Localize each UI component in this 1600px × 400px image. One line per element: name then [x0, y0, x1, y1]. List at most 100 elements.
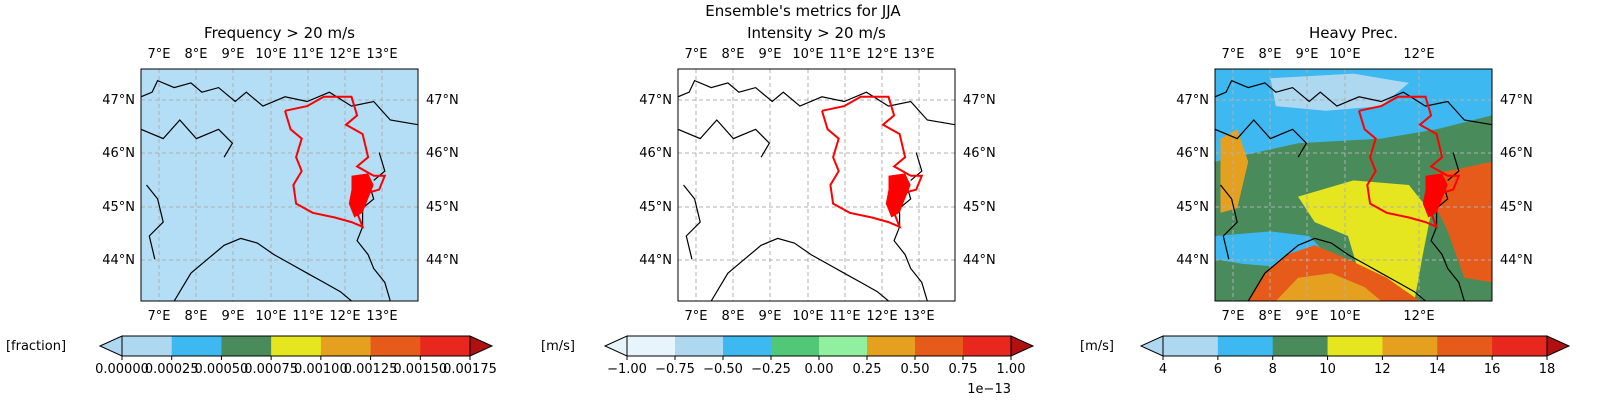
lon-tick-label-top: 7°E: [685, 47, 708, 62]
lat-tick-label-right: 46°N: [426, 146, 459, 161]
lat-tick-label-right: 47°N: [963, 93, 996, 108]
field-patch-plain: [1298, 180, 1432, 301]
coastline: [1447, 152, 1460, 181]
colorbar: 4 6 8 10 12 14 16 18 [m/s]: [1080, 335, 1571, 377]
coastline: [893, 180, 928, 301]
colorbar-tick-label: 0.00175: [443, 362, 497, 377]
lat-tick-label-right: 44°N: [963, 253, 996, 268]
map-panel-1: Frequency > 20 m/s 7°E 7°E 8°E 8°E 9°E 9°E 10°E…: [6, 24, 497, 377]
colorbar-segment: [1272, 336, 1329, 356]
lat-tick-label-right: 46°N: [963, 146, 996, 161]
coastline: [1215, 79, 1492, 126]
colorbar-segment: [221, 336, 272, 356]
colorbar-extend-min: [98, 335, 123, 357]
panel-title: Frequency > 20 m/s: [204, 24, 355, 42]
lon-tick-label-bottom: 7°E: [1222, 309, 1245, 324]
lat-tick-label-left: 47°N: [639, 93, 672, 108]
map-frame: [677, 68, 956, 302]
colorbar-tick-label: −1.00: [607, 362, 647, 377]
colorbar-segment: [1327, 336, 1383, 356]
colorbar-unit-label: [m/s]: [541, 339, 575, 354]
colorbar-extend-max: [469, 335, 494, 357]
colorbar-tick-label: −0.50: [703, 362, 743, 377]
figure-suptitle: Ensemble's metrics for JJA: [705, 2, 901, 20]
coastline: [141, 79, 418, 126]
lat-tick-label-left: 44°N: [1176, 253, 1209, 268]
colorbar-tick-label: 0.75: [949, 362, 978, 377]
colorbar-tick-label: 0.00050: [195, 362, 249, 377]
lon-tick-label-top: 9°E: [759, 47, 782, 62]
lat-tick-label-right: 45°N: [963, 200, 996, 215]
colorbar-extend-min: [1139, 335, 1164, 357]
colorbar-unit-label: [fraction]: [6, 339, 66, 354]
lon-tick-label-top: 8°E: [185, 47, 208, 62]
lat-tick-label-left: 46°N: [102, 146, 135, 161]
colorbar-tick-label: 18: [1539, 362, 1556, 377]
field-patch-high: [1270, 73, 1409, 111]
coastline: [1215, 119, 1308, 158]
colorbar-offset-text: 1e−13: [967, 382, 1011, 397]
lat-tick-label-left: 47°N: [1176, 93, 1209, 108]
coastline: [678, 119, 771, 158]
lon-tick-label-bottom: 7°E: [685, 309, 708, 324]
map-area: [141, 69, 418, 301]
coastline: [173, 237, 352, 301]
lon-tick-label-top: 12°E: [329, 47, 360, 62]
map-panel-3: Heavy Prec. 7°E 7°E 8°E 8°E 9°E 9°E 10°E 10°E 12°…: [1080, 24, 1571, 377]
colorbar-tick-label: 14: [1429, 362, 1446, 377]
colorbar-segment: [1163, 336, 1219, 356]
coastline: [710, 237, 889, 301]
coastline: [356, 180, 391, 301]
lat-tick-label-right: 44°N: [1500, 253, 1533, 268]
panel-title: Intensity > 20 m/s: [747, 24, 886, 42]
lon-tick-label-bottom: 10°E: [255, 309, 286, 324]
colorbar-segment: [627, 336, 676, 356]
lon-tick-label-top: 13°E: [366, 47, 397, 62]
lon-tick-label-top: 10°E: [255, 47, 286, 62]
colorbar-tick-label: 6: [1214, 362, 1222, 377]
lat-tick-label-left: 46°N: [639, 146, 672, 161]
colorbar-segment: [420, 336, 471, 356]
colorbar-segment: [320, 336, 372, 356]
lat-tick-label-left: 46°N: [1176, 146, 1209, 161]
lon-tick-label-bottom: 7°E: [148, 309, 171, 324]
lon-tick-label-top: 9°E: [222, 47, 245, 62]
lat-tick-label-right: 46°N: [1500, 146, 1533, 161]
colorbar-segment: [867, 336, 916, 356]
lon-tick-label-bottom: 13°E: [903, 309, 934, 324]
lon-tick-label-bottom: 13°E: [366, 309, 397, 324]
colorbar-segment: [819, 336, 868, 356]
coastline: [683, 184, 701, 260]
coastline: [678, 79, 955, 126]
colorbar-unit-label: [m/s]: [1080, 339, 1114, 354]
coastline: [373, 152, 386, 181]
lon-tick-label-top: 10°E: [1329, 47, 1360, 62]
coastline: [1430, 180, 1465, 301]
colorbar-segment: [723, 336, 772, 356]
lon-tick-label-top: 12°E: [1403, 47, 1434, 62]
coastline: [141, 119, 234, 158]
map-area: [1215, 69, 1492, 301]
colorbar-extend-min: [603, 335, 628, 357]
lon-tick-label-top: 12°E: [866, 47, 897, 62]
lat-tick-label-left: 44°N: [639, 253, 672, 268]
lon-tick-label-bottom: 11°E: [292, 309, 323, 324]
colorbar-tick-label: 0.50: [901, 362, 930, 377]
lat-tick-label-left: 45°N: [639, 200, 672, 215]
lon-tick-label-top: 11°E: [829, 47, 860, 62]
colorbar-tick-label: 1.00: [997, 362, 1026, 377]
lat-tick-label-left: 44°N: [102, 253, 135, 268]
lon-tick-label-bottom: 10°E: [1329, 309, 1360, 324]
region-lagoon: [1422, 173, 1448, 218]
lon-tick-label-top: 7°E: [148, 47, 171, 62]
colorbar-segment: [675, 336, 724, 356]
colorbar-tick-label: 12: [1374, 362, 1391, 377]
colorbar-tick-label: −0.75: [655, 362, 695, 377]
colorbar-segment: [1492, 336, 1548, 356]
colorbar-tick-label: 0.00150: [393, 362, 447, 377]
coastline: [1220, 184, 1238, 260]
map-area: [678, 69, 955, 301]
colorbar-segment: [915, 336, 964, 356]
lon-tick-label-bottom: 8°E: [1259, 309, 1282, 324]
